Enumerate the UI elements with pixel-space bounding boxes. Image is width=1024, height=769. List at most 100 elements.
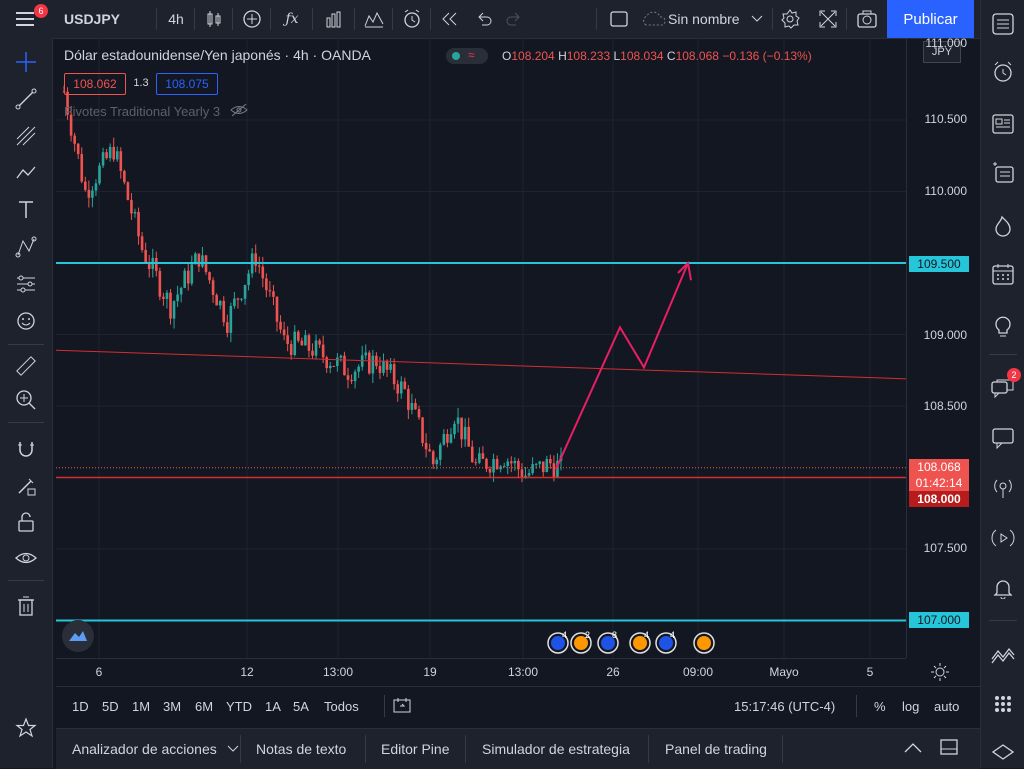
range-5d[interactable]: 5D [102,699,119,714]
depth-button[interactable] [989,640,1017,668]
range-1m[interactable]: 1M [132,699,151,714]
candle-body [197,253,201,267]
sliders-icon [17,275,35,293]
tradingview-logo[interactable] [62,620,94,652]
currency-label[interactable]: JPY [923,41,961,63]
buy-button[interactable]: 108.075 [156,73,218,95]
hidden-indicator-toggle[interactable] [230,102,248,123]
chats-button[interactable]: 2 [989,368,1021,402]
icon-tool[interactable] [12,307,40,335]
publish-button[interactable]: Publicar [887,0,974,38]
favorites-tool[interactable] [12,714,40,742]
drawings [56,260,906,622]
range-1a[interactable]: 1A [265,699,281,714]
object-tree-button[interactable] [989,158,1017,186]
indicator-label[interactable]: Pivotes Traditional Yearly 3 [64,104,221,119]
range-3m[interactable]: 3M [163,699,182,714]
replay-button[interactable] [432,0,468,38]
financials-button[interactable] [316,0,352,38]
symbol-search[interactable]: USDJPY [64,11,121,27]
lock-tool[interactable] [12,508,40,536]
ideas-button[interactable] [989,312,1017,340]
chart-settings-button[interactable] [930,662,950,687]
range-ytd[interactable]: YTD [226,699,252,714]
candle-body [275,296,279,322]
candle-body [172,301,176,319]
tab-trading-panel[interactable]: Panel de trading [665,741,767,757]
price-tick: 107.500 [923,541,967,555]
public-chat-button[interactable] [989,424,1017,452]
hide-drawings-tool[interactable] [12,544,40,572]
trend-line-tool[interactable] [12,85,40,113]
alerts-button[interactable] [989,58,1017,86]
zoom-tool[interactable] [12,386,40,414]
fullscreen-layout-button[interactable] [602,0,636,38]
fib-tool[interactable] [12,122,40,150]
compare-button[interactable] [236,0,268,38]
candle-body [328,365,332,369]
candle-body [272,291,275,297]
crosshair-tool[interactable] [12,48,40,76]
price-axis[interactable]: JPY 111.000 110.500 110.000 109.000 108.… [906,36,981,658]
event-flag-icon [601,636,615,650]
ruler-tool[interactable] [12,352,40,380]
settings-button[interactable] [774,0,806,38]
calendar-button[interactable] [989,260,1017,288]
tab-stock-screener[interactable]: Analizador de acciones [72,729,239,769]
remove-drawings-tool[interactable] [12,592,40,620]
menu-button[interactable]: 6 [0,0,52,38]
measure-group-tool[interactable] [12,270,40,298]
range-1d[interactable]: 1D [72,699,89,714]
alert-button[interactable] [394,0,430,38]
tab-text-notes[interactable]: Notas de texto [256,741,347,757]
prediction-tool[interactable] [12,233,40,261]
magnet-tool[interactable] [12,436,40,464]
candle-body [194,253,197,265]
range-6m[interactable]: 6M [195,699,214,714]
auto-toggle[interactable]: auto [934,699,960,714]
range-5a[interactable]: 5A [293,699,309,714]
log-toggle[interactable]: log [902,699,920,714]
interval-button[interactable]: 4h [168,11,184,27]
undo-button[interactable] [468,0,500,38]
pattern-tool[interactable] [12,159,40,187]
right-sidebar: 2 [980,0,1024,768]
goto-date-button[interactable] [392,697,412,720]
tab-strategy-tester[interactable]: Simulador de estrategia [482,741,630,757]
candle-body [446,434,449,443]
time-tick: 09:00 [682,665,714,679]
sell-button[interactable]: 108.062 [64,73,126,95]
candle-body [183,270,186,288]
snapshot-button[interactable] [850,0,884,38]
lock-drawings-mode[interactable] [12,472,40,500]
market-status[interactable]: ≈ [446,48,488,64]
streams-button[interactable] [989,474,1017,502]
text-tool[interactable] [12,196,40,224]
time-axis[interactable]: 6 12 13:00 19 13:00 26 09:00 Mayo 5 [56,658,906,687]
templates-button[interactable] [356,0,392,38]
candle-body [453,423,456,435]
hotlists-button[interactable] [989,212,1017,240]
price-chart[interactable]: 4 2 8 4 4 [56,38,906,658]
fullscreen-button[interactable] [812,0,844,38]
watchlist-button[interactable] [989,10,1017,38]
indicators-button[interactable]: ƒx [274,0,310,38]
notifications-button[interactable] [989,574,1017,602]
collapse-panel-button[interactable] [904,741,922,759]
clock-timezone[interactable]: 15:17:46 (UTC-4) [734,699,836,714]
percent-toggle[interactable]: % [874,699,886,714]
dom-button[interactable] [989,690,1017,718]
chart-type-button[interactable] [198,0,230,38]
redo-button[interactable] [500,0,528,38]
candle-body [339,355,343,358]
layout-name-dropdown[interactable]: Sin nombre [640,0,772,38]
zigzag-icon [991,647,1015,664]
range-todos[interactable]: Todos [324,699,359,714]
function-icon: ƒx [285,11,299,27]
tab-pine-editor[interactable]: Editor Pine [381,741,450,757]
data-window-button[interactable] [989,110,1017,138]
candle-body [410,403,414,410]
layers-button[interactable] [989,740,1017,768]
maximize-panel-button[interactable] [940,739,958,760]
signals-button[interactable] [989,524,1017,552]
